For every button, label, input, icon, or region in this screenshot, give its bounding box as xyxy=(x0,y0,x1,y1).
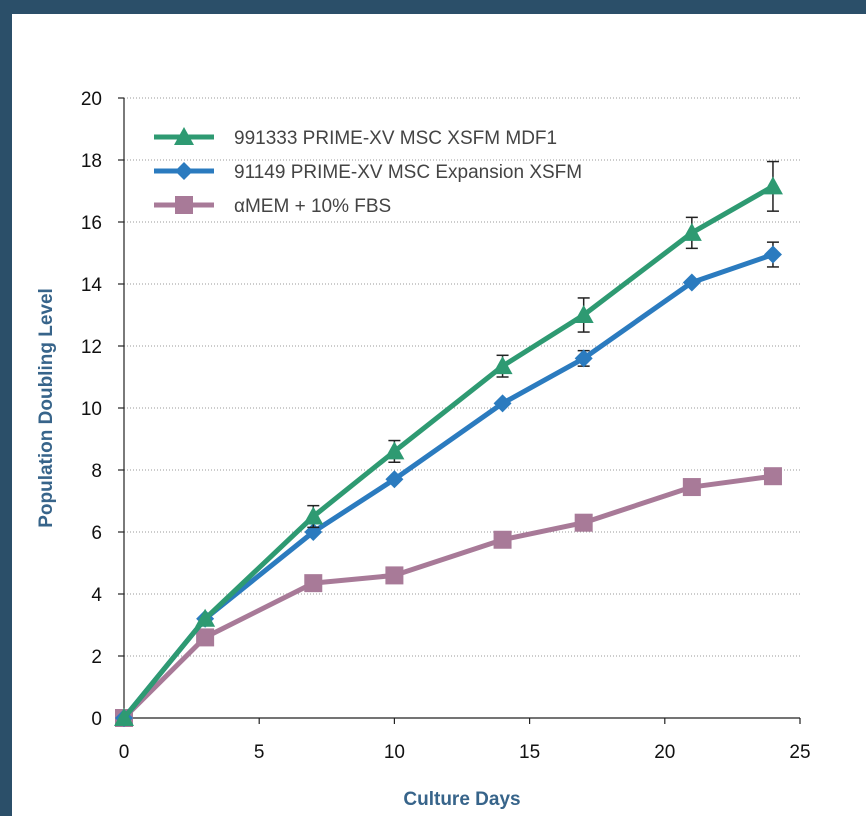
series-2 xyxy=(115,241,782,727)
x-tick-label: 25 xyxy=(789,742,810,763)
data-point xyxy=(493,394,512,413)
data-point xyxy=(574,349,593,368)
x-tick-label: 20 xyxy=(654,742,675,763)
y-tick-label: 6 xyxy=(91,523,102,544)
y-tick-label: 16 xyxy=(81,213,102,234)
data-point xyxy=(384,441,405,460)
data-point xyxy=(682,478,701,497)
legend-marker xyxy=(174,127,194,145)
legend-marker xyxy=(175,196,193,214)
y-tick-label: 8 xyxy=(91,461,102,482)
data-point xyxy=(304,574,323,593)
y-tick-label: 0 xyxy=(91,709,102,730)
y-tick-label: 12 xyxy=(81,337,102,358)
data-point xyxy=(681,222,702,241)
data-point xyxy=(763,467,782,486)
data-point xyxy=(114,708,134,726)
y-axis-title: Population Doubling Level xyxy=(36,288,57,528)
data-point xyxy=(195,608,216,627)
data-point xyxy=(303,506,324,525)
y-tick-label: 2 xyxy=(91,647,102,668)
tick-labels: 0 2 4 6 8 10 12 14 16 18 20 0 5 10 15 20 25 xyxy=(81,89,811,763)
series-line xyxy=(122,473,774,720)
y-tick-label: 14 xyxy=(81,275,103,296)
y-tick-label: 4 xyxy=(91,585,102,606)
y-tick-label: 10 xyxy=(81,399,102,420)
x-tick-label: 0 xyxy=(119,742,130,763)
legend-label: 991333 PRIME-XV MSC XSFM MDF1 xyxy=(234,128,557,149)
series-1 xyxy=(114,160,783,726)
data-point xyxy=(762,176,783,195)
x-tick-label: 10 xyxy=(384,742,405,763)
data-point xyxy=(573,305,594,323)
data-point xyxy=(385,566,404,585)
data-point xyxy=(385,470,404,489)
data-point xyxy=(763,245,782,264)
legend: 991333 PRIME-XV MSC XSFM MDF1 91149 PRIME… xyxy=(154,127,582,217)
series-3 xyxy=(115,467,782,727)
y-tick-label: 18 xyxy=(81,151,102,172)
legend-marker xyxy=(175,162,193,180)
legend-item-3: αMEM + 10% FBS xyxy=(154,196,391,217)
x-tick-label: 5 xyxy=(254,742,265,763)
legend-item-1: 991333 PRIME-XV MSC XSFM MDF1 xyxy=(154,127,557,149)
legend-item-2: 91149 PRIME-XV MSC Expansion XSFM xyxy=(154,162,582,183)
chart-panel: 0 2 4 6 8 10 12 14 16 18 20 0 5 10 15 20 25 991333 PRIME… xyxy=(12,14,866,816)
x-axis-title: Culture Days xyxy=(403,789,520,810)
series-group xyxy=(114,160,783,727)
data-point xyxy=(493,530,512,549)
legend-label: 91149 PRIME-XV MSC Expansion XSFM xyxy=(234,162,582,183)
data-point xyxy=(574,513,593,532)
series-line xyxy=(122,184,775,720)
x-tick-label: 15 xyxy=(519,742,540,763)
data-point xyxy=(682,273,701,292)
series-line xyxy=(122,252,774,720)
legend-label: αMEM + 10% FBS xyxy=(234,196,391,217)
y-tick-label: 20 xyxy=(81,89,102,110)
data-point xyxy=(492,356,513,375)
line-chart: 0 2 4 6 8 10 12 14 16 18 20 0 5 10 15 20 25 991333 PRIME… xyxy=(36,89,811,810)
data-point xyxy=(196,628,215,647)
